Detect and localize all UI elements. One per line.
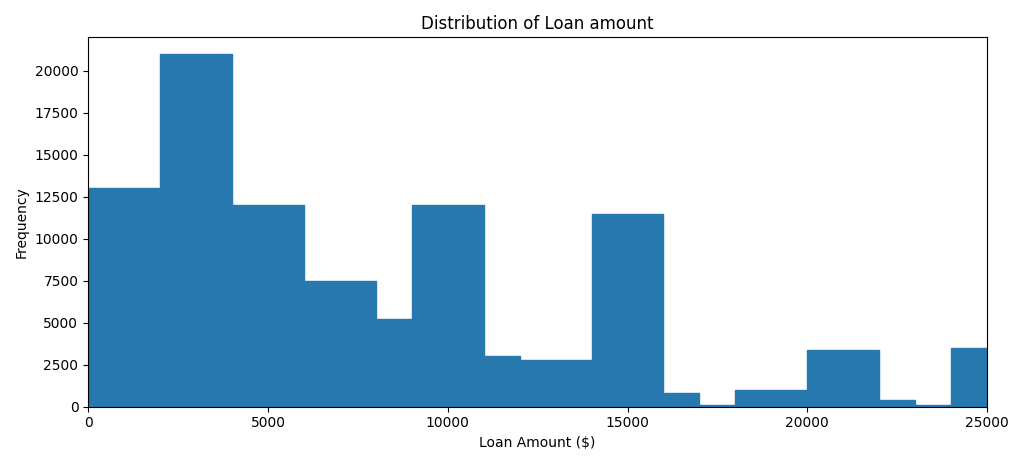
- Bar: [592, 213, 628, 407]
- Bar: [628, 213, 664, 407]
- Bar: [664, 393, 699, 407]
- Bar: [880, 400, 915, 407]
- Bar: [232, 205, 268, 407]
- Bar: [519, 360, 556, 407]
- Bar: [160, 54, 196, 407]
- Title: Distribution of Loan amount: Distribution of Loan amount: [422, 15, 654, 33]
- Bar: [196, 54, 232, 407]
- Bar: [699, 405, 735, 407]
- Bar: [807, 350, 844, 407]
- Bar: [412, 205, 447, 407]
- Y-axis label: Frequency: Frequency: [15, 186, 29, 258]
- Bar: [88, 188, 124, 407]
- Bar: [951, 348, 987, 407]
- Bar: [340, 281, 376, 407]
- Bar: [447, 205, 483, 407]
- Bar: [304, 281, 340, 407]
- Bar: [556, 360, 592, 407]
- Bar: [268, 205, 304, 407]
- X-axis label: Loan Amount ($): Loan Amount ($): [479, 436, 596, 450]
- Bar: [483, 356, 519, 407]
- Bar: [844, 350, 880, 407]
- Bar: [771, 390, 807, 407]
- Bar: [124, 188, 160, 407]
- Bar: [376, 319, 412, 407]
- Bar: [735, 390, 771, 407]
- Bar: [915, 405, 951, 407]
